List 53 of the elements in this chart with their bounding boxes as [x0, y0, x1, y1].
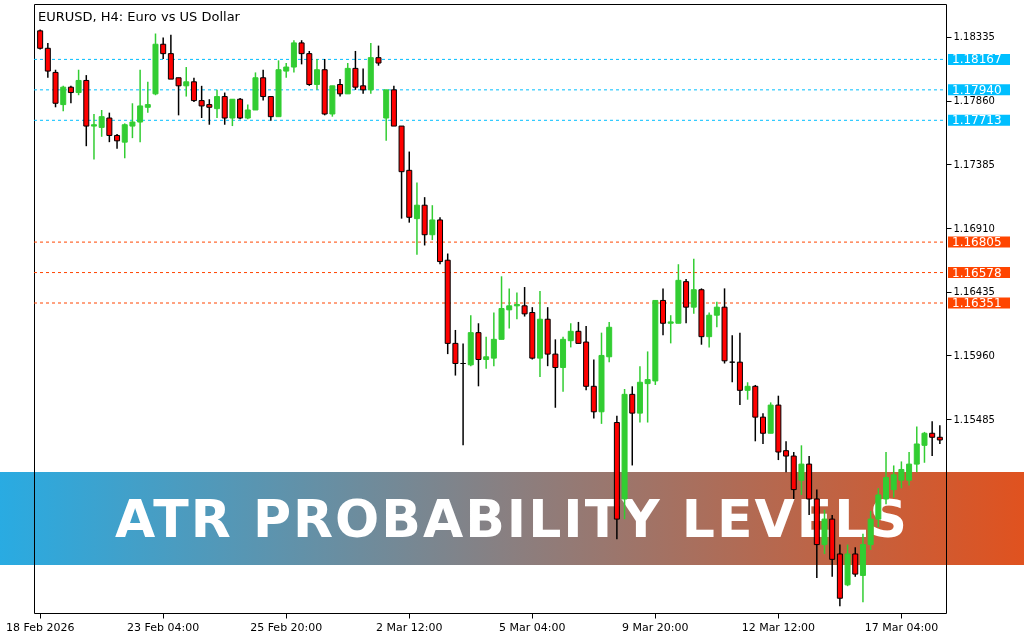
y-tick-label: 1.17860	[953, 95, 995, 107]
candlestick	[44, 42, 51, 79]
candlestick	[798, 444, 805, 496]
candlestick	[375, 44, 382, 67]
x-tick-label: 17 Mar 04:00	[864, 620, 939, 634]
x-tick-label: 5 Mar 04:00	[499, 620, 566, 634]
candlestick	[413, 181, 420, 256]
ref-line-label: 1.16578	[952, 265, 1002, 280]
candlestick	[759, 412, 766, 445]
ref-line-label: 1.16351	[952, 296, 1002, 310]
y-tick-label: 1.17385	[953, 158, 995, 170]
candlestick	[713, 301, 720, 329]
candlestick	[90, 113, 97, 161]
chart-title: EURUSD, H4: Euro vs US Dollar	[38, 9, 241, 24]
x-tick-label: 2 Mar 12:00	[376, 620, 443, 634]
y-tick-label: 1.16910	[953, 222, 995, 234]
candlestick	[214, 89, 221, 119]
candlestick	[513, 291, 520, 320]
ref-line-label: 1.17713	[952, 113, 1002, 128]
candlestick	[160, 36, 167, 60]
candlestick	[260, 68, 267, 102]
x-tick-label: 25 Feb 20:00	[250, 620, 323, 634]
candlestick	[144, 81, 151, 114]
y-tick-label: 1.15960	[953, 349, 995, 361]
candlestick	[60, 85, 67, 113]
candlestick	[660, 287, 667, 337]
y-tick-label: 1.18335	[953, 31, 995, 43]
candlestick	[37, 28, 44, 51]
x-tick-label: 9 Mar 20:00	[622, 620, 689, 634]
candlestick	[183, 66, 190, 98]
ref-line-label: 1.17940	[952, 82, 1002, 97]
candlestick	[690, 258, 697, 315]
candlestick	[267, 95, 274, 122]
x-tick-label: 12 Mar 12:00	[741, 620, 816, 634]
candlestick	[313, 58, 320, 91]
candlestick	[706, 311, 713, 349]
ref-line-label: 1.16805	[952, 235, 1002, 250]
x-tick-label: 23 Feb 04:00	[127, 620, 200, 634]
candlestick	[929, 420, 936, 457]
x-tick-label: 18 Feb 2026	[5, 620, 75, 634]
candlestick	[483, 335, 490, 370]
candlestick	[229, 98, 236, 127]
candlestick	[629, 385, 636, 467]
y-tick-label: 1.15485	[953, 413, 995, 425]
ref-line-label: 1.18167	[952, 52, 1002, 67]
candlestick	[221, 91, 228, 126]
y-tick-label: 1.16435	[953, 286, 995, 298]
candlestick	[567, 322, 574, 349]
candlestick	[852, 546, 859, 578]
candlestick	[75, 68, 82, 96]
candlestick	[936, 424, 943, 445]
candlestick	[98, 109, 105, 138]
candlestick	[429, 204, 436, 241]
